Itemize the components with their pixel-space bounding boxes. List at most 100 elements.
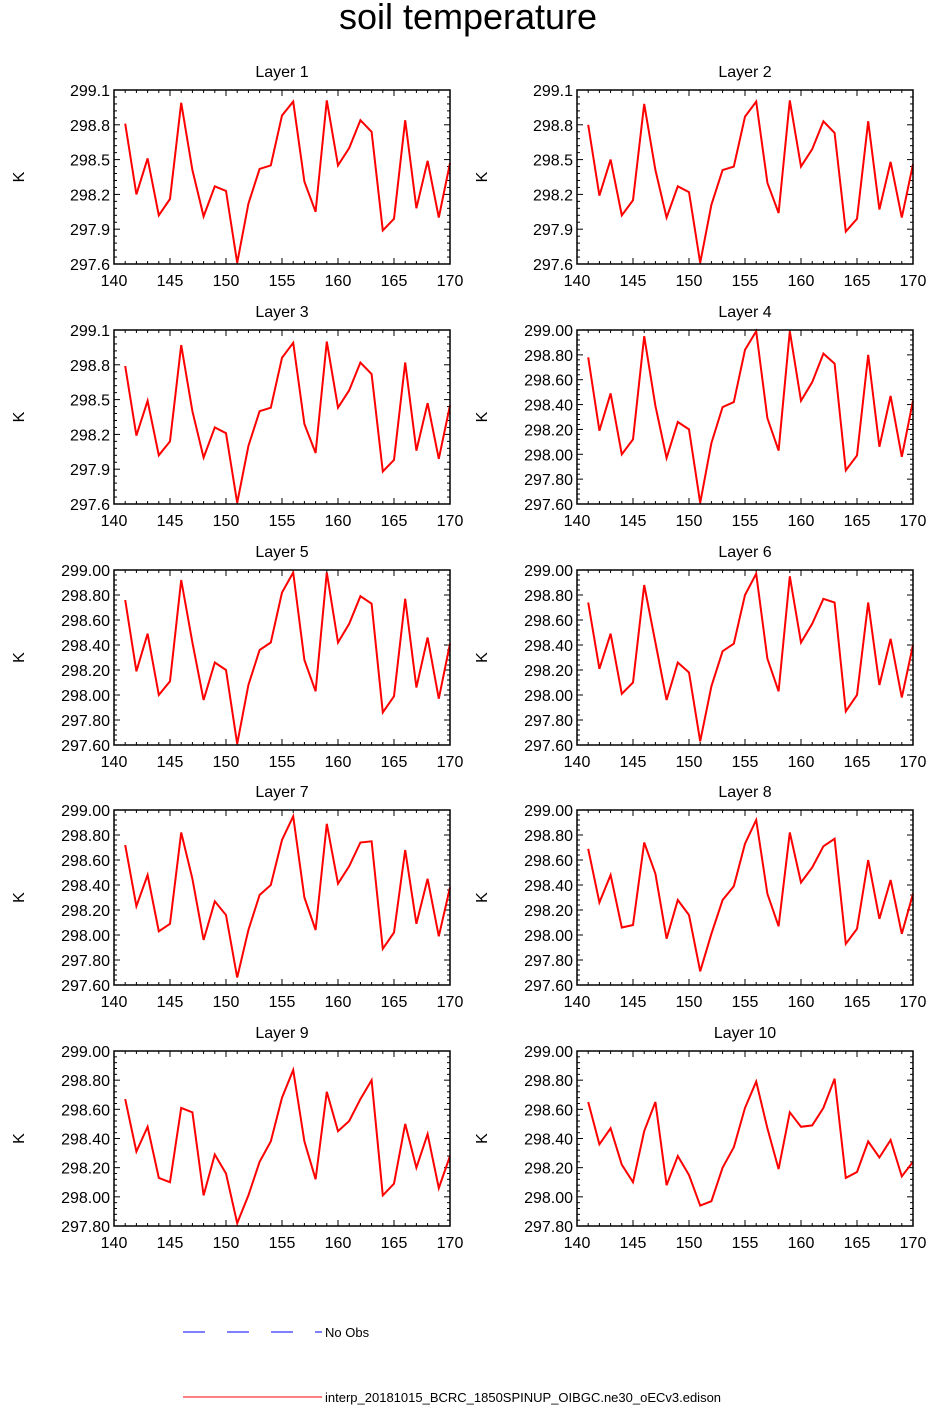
panel-6: Layer 6 K 140 145 150 155 160 165 170 297.60 297.8… bbox=[474, 544, 926, 771]
y-tick-label: 299.1 bbox=[533, 83, 573, 100]
series-line bbox=[587, 570, 914, 742]
y-tick-label: 297.60 bbox=[524, 497, 573, 514]
panel-title: Layer 1 bbox=[255, 64, 308, 81]
x-tick-label: 150 bbox=[676, 273, 703, 290]
x-tick-label: 140 bbox=[564, 513, 591, 530]
x-tick-label: 160 bbox=[788, 273, 815, 290]
y-tick-label: 297.80 bbox=[524, 953, 573, 970]
y-tick-label: 299.00 bbox=[524, 803, 573, 820]
y-tick-label: 297.80 bbox=[524, 713, 573, 730]
y-tick-label: 297.60 bbox=[61, 738, 110, 755]
x-tick-label: 165 bbox=[381, 513, 408, 530]
x-tick-label: 170 bbox=[900, 994, 927, 1011]
x-tick-label: 160 bbox=[788, 1235, 815, 1252]
y-tick-label: 298.8 bbox=[533, 118, 573, 135]
y-tick-label: 299.00 bbox=[524, 1044, 573, 1061]
x-tick-label: 145 bbox=[157, 994, 184, 1011]
x-tick-label: 145 bbox=[620, 994, 647, 1011]
x-tick-label: 150 bbox=[213, 273, 240, 290]
y-tick-label: 298.80 bbox=[524, 348, 573, 365]
y-tick-label: 297.9 bbox=[70, 222, 110, 239]
x-tick-label: 170 bbox=[437, 1235, 464, 1252]
y-tick-label: 298.8 bbox=[70, 358, 110, 375]
x-tick-label: 150 bbox=[676, 1235, 703, 1252]
x-tick-label: 140 bbox=[564, 994, 591, 1011]
y-tick-label: 298.80 bbox=[61, 828, 110, 845]
x-tick-label: 150 bbox=[213, 754, 240, 771]
y-tick-label: 298.8 bbox=[70, 118, 110, 135]
y-tick-label: 299.00 bbox=[61, 803, 110, 820]
y-tick-label: 298.80 bbox=[524, 1073, 573, 1090]
y-tick-label: 298.60 bbox=[61, 853, 110, 870]
plot-frame bbox=[113, 89, 451, 265]
plot-frame bbox=[576, 329, 914, 505]
panel-title: Layer 7 bbox=[255, 784, 308, 801]
y-tick-label: 297.80 bbox=[61, 713, 110, 730]
x-tick-label: 140 bbox=[101, 273, 128, 290]
y-tick-label: 298.80 bbox=[524, 828, 573, 845]
y-tick-label: 298.00 bbox=[61, 928, 110, 945]
x-tick-label: 145 bbox=[620, 1235, 647, 1252]
x-tick-label: 160 bbox=[788, 513, 815, 530]
y-tick-label: 299.00 bbox=[61, 563, 110, 580]
y-tick-label: 298.00 bbox=[524, 928, 573, 945]
panel-title: Layer 10 bbox=[714, 1025, 776, 1042]
y-tick-label: 298.5 bbox=[533, 153, 573, 170]
y-axis-label: K bbox=[474, 892, 491, 903]
y-tick-label: 298.40 bbox=[61, 878, 110, 895]
y-tick-label: 298.80 bbox=[524, 588, 573, 605]
x-tick-label: 170 bbox=[437, 273, 464, 290]
y-tick-label: 298.5 bbox=[70, 153, 110, 170]
y-tick-label: 299.00 bbox=[524, 323, 573, 340]
x-tick-label: 155 bbox=[269, 754, 296, 771]
x-tick-label: 150 bbox=[676, 754, 703, 771]
y-axis-label: K bbox=[11, 892, 28, 903]
x-tick-label: 140 bbox=[101, 513, 128, 530]
panel-2: Layer 2 K 140 145 150 155 160 165 170 297.6 297.9 2… bbox=[474, 64, 926, 290]
y-tick-label: 297.60 bbox=[524, 978, 573, 995]
y-tick-label: 298.80 bbox=[61, 1073, 110, 1090]
x-tick-label: 155 bbox=[732, 994, 759, 1011]
y-tick-label: 298.00 bbox=[524, 1190, 573, 1207]
x-tick-label: 150 bbox=[676, 994, 703, 1011]
y-tick-label: 299.00 bbox=[524, 563, 573, 580]
y-tick-label: 297.80 bbox=[61, 1219, 110, 1236]
x-tick-label: 155 bbox=[269, 1235, 296, 1252]
panel-title: Layer 6 bbox=[718, 544, 771, 561]
x-tick-label: 150 bbox=[676, 513, 703, 530]
x-tick-label: 145 bbox=[620, 273, 647, 290]
plot-frame bbox=[576, 569, 914, 746]
series-line bbox=[587, 328, 914, 503]
y-axis-label: K bbox=[11, 171, 28, 182]
y-tick-label: 297.6 bbox=[70, 257, 110, 274]
panel-8: Layer 8 K 140 145 150 155 160 165 170 297.60 297.8… bbox=[474, 784, 926, 1011]
x-tick-label: 165 bbox=[844, 994, 871, 1011]
x-tick-label: 150 bbox=[213, 994, 240, 1011]
y-tick-label: 298.60 bbox=[524, 1102, 573, 1119]
y-tick-label: 299.1 bbox=[70, 323, 110, 340]
y-tick-label: 298.2 bbox=[70, 427, 110, 444]
x-tick-label: 170 bbox=[900, 1235, 927, 1252]
x-tick-label: 155 bbox=[269, 273, 296, 290]
series-line bbox=[587, 1078, 914, 1207]
series-line bbox=[124, 1066, 451, 1227]
panel-title: Layer 4 bbox=[718, 304, 771, 321]
panel-7: Layer 7 K 140 145 150 155 160 165 170 297.60 297.8… bbox=[11, 784, 463, 1011]
y-tick-label: 298.40 bbox=[524, 1132, 573, 1149]
panel-title: Layer 3 bbox=[255, 304, 308, 321]
x-tick-label: 160 bbox=[325, 273, 352, 290]
legend: No Obs interp_20181015_BCRC_1850SPINUP_O… bbox=[183, 1325, 721, 1405]
x-tick-label: 160 bbox=[325, 754, 352, 771]
panel-1: Layer 1 K 140 145 150 155 160 165 170 297.6 297.9 2… bbox=[11, 64, 463, 290]
y-tick-label: 298.2 bbox=[533, 187, 573, 204]
y-tick-label: 298.00 bbox=[61, 688, 110, 705]
y-tick-label: 298.00 bbox=[524, 447, 573, 464]
panel-3: Layer 3 K 140 145 150 155 160 165 170 297.6 297.9 2… bbox=[11, 304, 463, 530]
x-tick-label: 160 bbox=[325, 1235, 352, 1252]
plot-frame bbox=[576, 1050, 914, 1227]
y-tick-label: 298.40 bbox=[61, 1132, 110, 1149]
y-tick-label: 299.1 bbox=[70, 83, 110, 100]
series-line bbox=[124, 569, 451, 744]
x-tick-label: 165 bbox=[844, 273, 871, 290]
